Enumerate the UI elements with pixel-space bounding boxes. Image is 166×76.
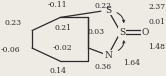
Text: O: O (142, 28, 149, 36)
Text: 0.01: 0.01 (148, 18, 165, 26)
Text: -0.06: -0.06 (1, 46, 21, 54)
Text: 0.23: 0.23 (5, 19, 22, 27)
Text: 1.64: 1.64 (123, 59, 140, 67)
Text: 0.03: 0.03 (88, 28, 105, 36)
Text: 1.48: 1.48 (148, 43, 165, 51)
Text: 0.36: 0.36 (95, 63, 112, 71)
Text: -0.11: -0.11 (48, 1, 68, 9)
Text: 0.22: 0.22 (95, 2, 112, 10)
Text: 0.21: 0.21 (54, 24, 71, 32)
FancyArrowPatch shape (118, 41, 125, 50)
Text: -0.02: -0.02 (53, 44, 72, 52)
Text: S: S (119, 28, 125, 36)
Text: 2.37: 2.37 (148, 3, 165, 11)
Text: S: S (105, 6, 111, 15)
Text: 0.14: 0.14 (49, 67, 66, 75)
Text: N: N (104, 51, 112, 60)
FancyArrowPatch shape (117, 13, 125, 22)
